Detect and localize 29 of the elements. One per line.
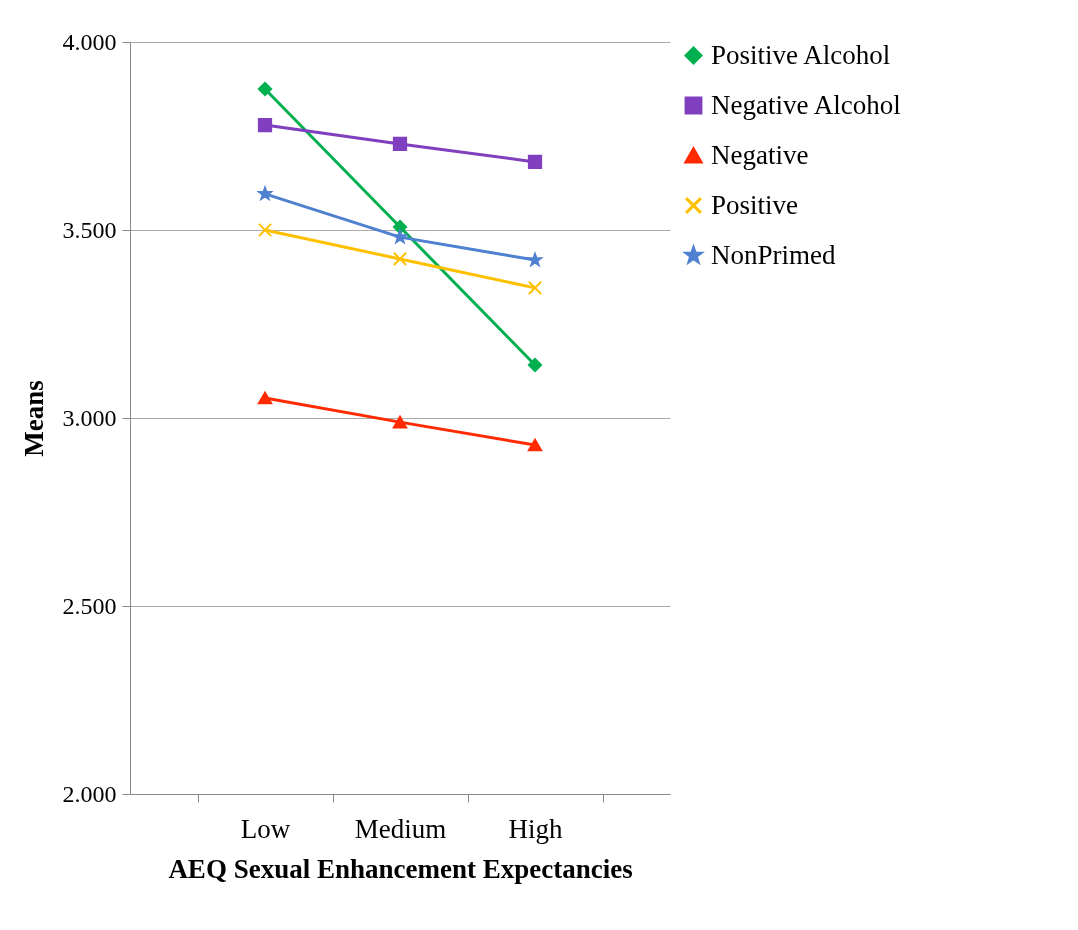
point xyxy=(528,252,542,267)
point xyxy=(527,154,543,170)
legend-label: NonPrimed xyxy=(711,239,836,270)
point xyxy=(527,357,543,373)
point xyxy=(392,415,408,429)
point xyxy=(527,438,543,452)
point xyxy=(393,230,407,244)
legend-label: Negative Alcohol xyxy=(711,89,901,120)
legend-label: Positive Alcohol xyxy=(711,39,891,70)
point xyxy=(392,136,408,152)
x-tick-label: Low xyxy=(240,813,291,844)
y-tick-label: 4.000 xyxy=(62,28,117,55)
y-axis-title: Means xyxy=(18,380,49,457)
legend-label: Positive xyxy=(711,189,799,220)
point xyxy=(257,391,273,405)
x-axis-title: AEQ Sexual Enhancement Expectancies xyxy=(168,853,633,884)
y-tick-label: 3.000 xyxy=(62,404,117,431)
x-tick-label: High xyxy=(508,813,563,844)
point xyxy=(258,186,272,200)
y-tick-label: 2.500 xyxy=(62,592,117,619)
point xyxy=(257,117,273,133)
point xyxy=(527,280,543,296)
y-tick-label: 2.000 xyxy=(62,780,117,807)
y-tick-label: 3.500 xyxy=(62,216,117,243)
legend-label: Negative xyxy=(711,139,809,170)
point xyxy=(257,222,273,238)
point xyxy=(392,251,408,267)
x-tick-label: Medium xyxy=(354,813,447,844)
point xyxy=(257,81,273,97)
